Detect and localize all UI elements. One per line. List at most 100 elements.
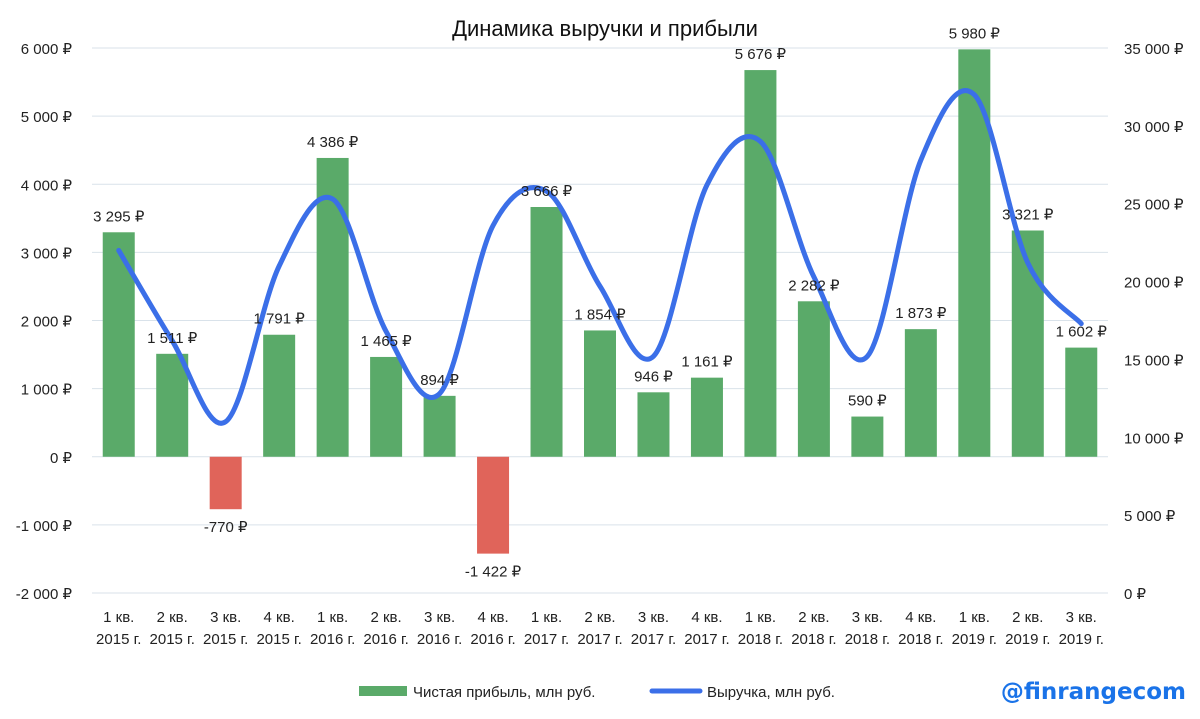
x-tick-label: 3 кв.: [638, 609, 669, 626]
x-tick-label: 3 кв.: [1066, 609, 1097, 626]
x-tick-label: 2016 г.: [363, 631, 408, 648]
x-tick-label: 2015 г.: [256, 631, 301, 648]
y-right-tick-label: 25 000 ₽: [1124, 197, 1184, 214]
y-left-tick-label: 4 000 ₽: [21, 177, 73, 194]
x-tick-label: 2 кв.: [370, 609, 401, 626]
legend-label-profit: Чистая прибыль, млн руб.: [413, 684, 595, 701]
bar: [209, 456, 242, 510]
y-right-tick-label: 15 000 ₽: [1124, 352, 1184, 369]
x-tick-label: 1 кв.: [103, 609, 134, 626]
axes: -2 000 ₽ -1 000 ₽ 0 ₽ 1 000 ₽ 2 000 ₽ 3 000 ₽…: [16, 41, 1184, 648]
bar-series: [102, 49, 1098, 554]
bar-data-label: 4 386 ₽: [307, 134, 359, 151]
x-tick-label: 4 кв.: [905, 609, 936, 626]
chart-title: Динамика выручки и прибыли: [452, 16, 758, 41]
y-right-tick-label: 30 000 ₽: [1124, 119, 1184, 136]
bar-data-label: 3 666 ₽: [521, 183, 573, 200]
x-tick-label: 1 кв.: [745, 609, 776, 626]
x-tick-label: 2015 г.: [203, 631, 248, 648]
y-left-tick-label: 0 ₽: [50, 450, 73, 467]
x-tick-label: 4 кв.: [264, 609, 295, 626]
x-tick-label: 1 кв.: [531, 609, 562, 626]
x-tick-label: 3 кв.: [852, 609, 883, 626]
bar-data-label: 3 295 ₽: [93, 208, 145, 225]
x-tick-label: 2019 г.: [952, 631, 997, 648]
line-series: [116, 88, 1084, 426]
x-tick-label: 1 кв.: [317, 609, 348, 626]
y-left-tick-label: 3 000 ₽: [21, 245, 73, 262]
bar: [1065, 347, 1098, 457]
x-tick-label: 2017 г.: [684, 631, 729, 648]
y-right-tick-label: 10 000 ₽: [1124, 430, 1184, 447]
y-right-tick-label: 20 000 ₽: [1124, 275, 1184, 292]
bar-data-label: 590 ₽: [848, 393, 887, 410]
x-tick-label: 2015 г.: [150, 631, 195, 648]
x-tick-label: 2018 г.: [738, 631, 783, 648]
bar-data-label: 1 854 ₽: [574, 306, 626, 323]
x-tick-label: 4 кв.: [477, 609, 508, 626]
bar-data-label: 1 511 ₽: [147, 330, 198, 347]
y-right-tick-label: 35 000 ₽: [1124, 41, 1184, 58]
legend-label-revenue: Выручка, млн руб.: [707, 684, 835, 701]
x-tick-label: 1 кв.: [959, 609, 990, 626]
y-right-tick-label: 5 000 ₽: [1124, 508, 1176, 525]
x-tick-label: 2 кв.: [157, 609, 188, 626]
y-left-tick-label: -1 000 ₽: [16, 518, 73, 535]
y-left-tick-label: -2 000 ₽: [16, 586, 73, 603]
bar-data-label: 5 676 ₽: [735, 46, 787, 63]
x-tick-label: 2019 г.: [1059, 631, 1104, 648]
revenue-line: [116, 88, 1084, 426]
x-tick-label: 2015 г.: [96, 631, 141, 648]
bar: [263, 334, 296, 457]
x-tick-label: 2017 г.: [524, 631, 569, 648]
legend: Чистая прибыль, млн руб. Выручка, млн руб…: [359, 684, 835, 701]
bar: [797, 301, 830, 457]
x-tick-label: 3 кв.: [210, 609, 241, 626]
y-left-tick-label: 5 000 ₽: [21, 109, 73, 126]
bar-data-label: 1 161 ₽: [681, 354, 733, 371]
x-tick-label: 2018 г.: [845, 631, 890, 648]
y-left-tick-label: 1 000 ₽: [21, 382, 73, 399]
watermark: @finrangecom: [1000, 679, 1186, 705]
data-labels: 3 295 ₽ 1 511 ₽ -770 ₽ 1 791 ₽ 4 386 ₽ 1 465 …: [93, 25, 1107, 580]
x-tick-label: 2016 г.: [470, 631, 515, 648]
x-tick-label: 2 кв.: [584, 609, 615, 626]
y-left-tick-label: 6 000 ₽: [21, 41, 73, 58]
bar: [423, 395, 456, 457]
bar-data-label: -1 422 ₽: [465, 564, 522, 581]
bar-data-label: 1 873 ₽: [895, 305, 947, 322]
x-tick-label: 2 кв.: [798, 609, 829, 626]
x-tick-label: 2018 г.: [898, 631, 943, 648]
bar: [477, 456, 510, 554]
x-tick-label: 2017 г.: [631, 631, 676, 648]
bar-data-label: 894 ₽: [420, 372, 459, 389]
bar: [584, 330, 616, 457]
bar-data-label: 1 602 ₽: [1056, 324, 1108, 341]
x-tick-label: 2 кв.: [1012, 609, 1043, 626]
bar: [156, 353, 189, 457]
bar: [637, 392, 670, 457]
y-right-tick-label: 0 ₽: [1124, 586, 1147, 603]
x-tick-label: 2018 г.: [791, 631, 836, 648]
x-tick-label: 2017 г.: [577, 631, 622, 648]
bar-data-label: 2 282 ₽: [788, 277, 840, 294]
bar-data-label: 1 791 ₽: [254, 311, 306, 328]
bar-data-label: 946 ₽: [634, 368, 673, 385]
bar: [744, 70, 777, 457]
x-tick-label: 2019 г.: [1005, 631, 1050, 648]
bar: [690, 377, 723, 457]
bar-data-label: 3 321 ₽: [1002, 207, 1054, 224]
bar-data-label: -770 ₽: [204, 519, 248, 536]
bar: [316, 157, 349, 457]
bar: [370, 356, 403, 457]
legend-swatch-profit: [359, 686, 407, 696]
x-tick-label: 2016 г.: [310, 631, 355, 648]
x-tick-label: 4 кв.: [691, 609, 722, 626]
bar: [851, 416, 884, 457]
bar-data-label: 5 980 ₽: [949, 25, 1001, 42]
bar-data-label: 1 465 ₽: [360, 333, 412, 350]
x-tick-label: 3 кв.: [424, 609, 455, 626]
bar: [904, 329, 937, 457]
y-left-tick-label: 2 000 ₽: [21, 314, 73, 331]
